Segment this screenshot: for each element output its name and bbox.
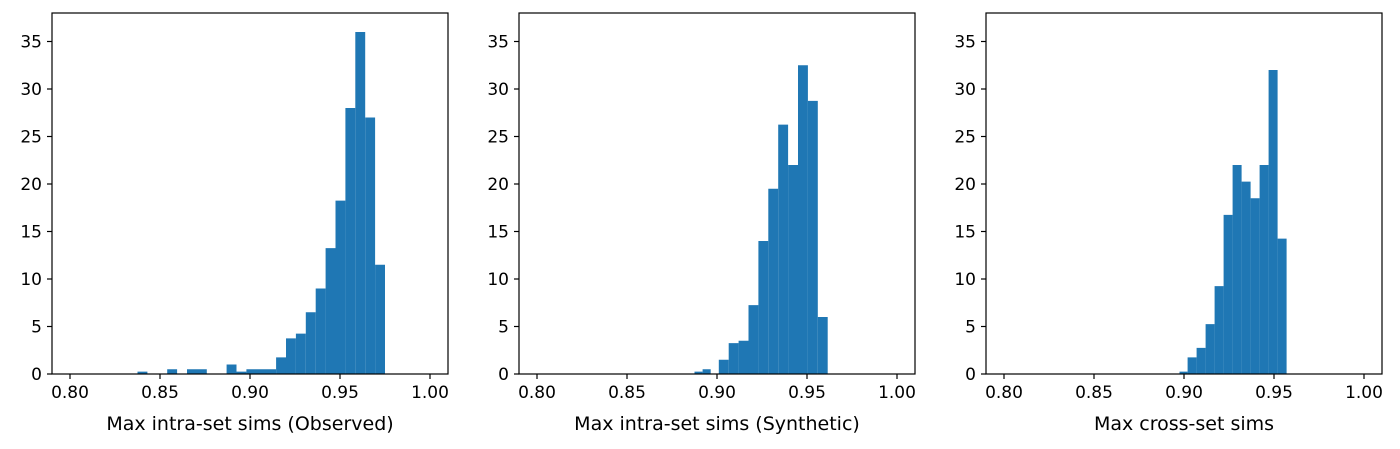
histogram-bar — [1214, 286, 1224, 375]
histogram-bar — [768, 188, 779, 374]
histogram-bar — [246, 369, 277, 374]
histogram-bar — [758, 241, 769, 374]
histogram-bar — [1250, 198, 1260, 374]
x-axis-label: Max cross-set sims — [1094, 413, 1274, 435]
x-tick-label: 0.90 — [1165, 383, 1203, 403]
histogram-bar — [1259, 165, 1269, 374]
histogram-bar — [276, 357, 286, 375]
histogram-bar — [1187, 357, 1197, 375]
histogram-bar — [286, 338, 296, 375]
x-tick-label: 0.80 — [51, 383, 89, 403]
histogram-panel-synthetic: 0.80 0.85 0.90 0.95 1.00 0 5 10 15 20 25 30 35 Max in… — [487, 12, 916, 435]
y-tick-label: 15 — [954, 223, 976, 243]
y-tick-label: 30 — [20, 80, 42, 100]
y-tick-label: 20 — [954, 175, 976, 195]
axes-frame — [985, 12, 1383, 375]
x-tick-label: 0.80 — [985, 383, 1023, 403]
histogram-bar — [365, 117, 376, 374]
x-tick-label: 0.95 — [788, 383, 826, 403]
histogram-bar — [1232, 165, 1242, 374]
y-tick-label: 25 — [487, 128, 509, 148]
x-axis-label: Max intra-set sims (Observed) — [106, 413, 393, 435]
axes-frame — [51, 12, 449, 375]
y-tick-label: 10 — [20, 270, 42, 290]
histogram-bar — [345, 108, 356, 374]
axes-frame — [518, 12, 916, 375]
histogram-bar — [375, 264, 385, 374]
histogram-bar — [187, 369, 207, 374]
histogram-bar — [1268, 70, 1278, 374]
x-tick-label: 0.80 — [518, 383, 556, 403]
x-tick-label: 0.95 — [1255, 383, 1293, 403]
y-tick-label: 5 — [498, 318, 509, 338]
histogram-bar — [1223, 214, 1233, 375]
histogram-bar — [702, 369, 711, 374]
histogram-bar — [226, 364, 237, 374]
histogram-bar — [1277, 238, 1287, 375]
y-tick-label: 15 — [20, 223, 42, 243]
x-tick-label: 0.90 — [231, 383, 269, 403]
histogram-bar — [355, 32, 366, 374]
x-tick-label: 0.85 — [141, 383, 179, 403]
y-tick-label: 10 — [954, 270, 976, 290]
y-tick-label: 30 — [487, 80, 509, 100]
histogram-bar — [1205, 324, 1215, 375]
histogram-bar — [137, 371, 148, 375]
y-tick-label: 35 — [487, 33, 509, 53]
x-axis-label: Max intra-set sims (Synthetic) — [574, 413, 860, 435]
y-tick-label: 35 — [20, 33, 42, 53]
histogram-bar — [738, 340, 749, 374]
histogram-bar — [1241, 181, 1251, 374]
x-tick-label: 1.00 — [411, 383, 449, 403]
histogram-panel-cross-set: 0.80 0.85 0.90 0.95 1.00 0 5 10 15 20 25 30 35 Max cr… — [954, 12, 1383, 435]
y-tick-label: 5 — [965, 318, 976, 338]
histogram-bar — [295, 333, 306, 375]
x-tick-label: 1.00 — [878, 383, 916, 403]
histogram-bar — [728, 343, 739, 375]
histogram-bar — [1179, 371, 1188, 375]
histogram-bar — [798, 65, 808, 374]
y-tick-label: 15 — [487, 223, 509, 243]
y-tick-label: 0 — [498, 365, 509, 385]
y-tick-label: 10 — [487, 270, 509, 290]
histogram-bar — [778, 124, 789, 375]
histogram-bar — [335, 200, 346, 375]
y-tick-label: 20 — [487, 175, 509, 195]
x-tick-label: 0.95 — [321, 383, 359, 403]
x-tick-label: 1.00 — [1345, 383, 1383, 403]
histogram-bar — [694, 371, 703, 375]
histogram-bar — [315, 288, 326, 374]
y-tick-label: 0 — [965, 365, 976, 385]
histogram-bar — [1196, 347, 1206, 375]
y-tick-label: 0 — [31, 365, 42, 385]
histogram-bar — [236, 371, 247, 375]
x-tick-label: 0.85 — [608, 383, 646, 403]
y-tick-label: 5 — [31, 318, 42, 338]
y-tick-label: 25 — [20, 128, 42, 148]
histogram-bar — [748, 305, 759, 375]
y-tick-label: 25 — [954, 128, 976, 148]
x-tick-label: 0.90 — [698, 383, 736, 403]
histogram-bar — [718, 359, 729, 374]
histogram-bar — [305, 312, 316, 374]
histogram-bar — [788, 165, 798, 374]
histogram-bar — [807, 100, 818, 375]
x-tick-label: 0.85 — [1075, 383, 1113, 403]
y-tick-label: 20 — [20, 175, 42, 195]
histogram-bar — [817, 317, 828, 374]
histogram-panel-observed: 0.80 0.85 0.90 0.95 1.00 0 5 10 15 20 25 30 35 Max in… — [20, 12, 449, 435]
y-tick-label: 35 — [954, 33, 976, 53]
y-tick-label: 30 — [954, 80, 976, 100]
histogram-bar — [167, 369, 178, 374]
histogram-bar — [325, 248, 336, 375]
